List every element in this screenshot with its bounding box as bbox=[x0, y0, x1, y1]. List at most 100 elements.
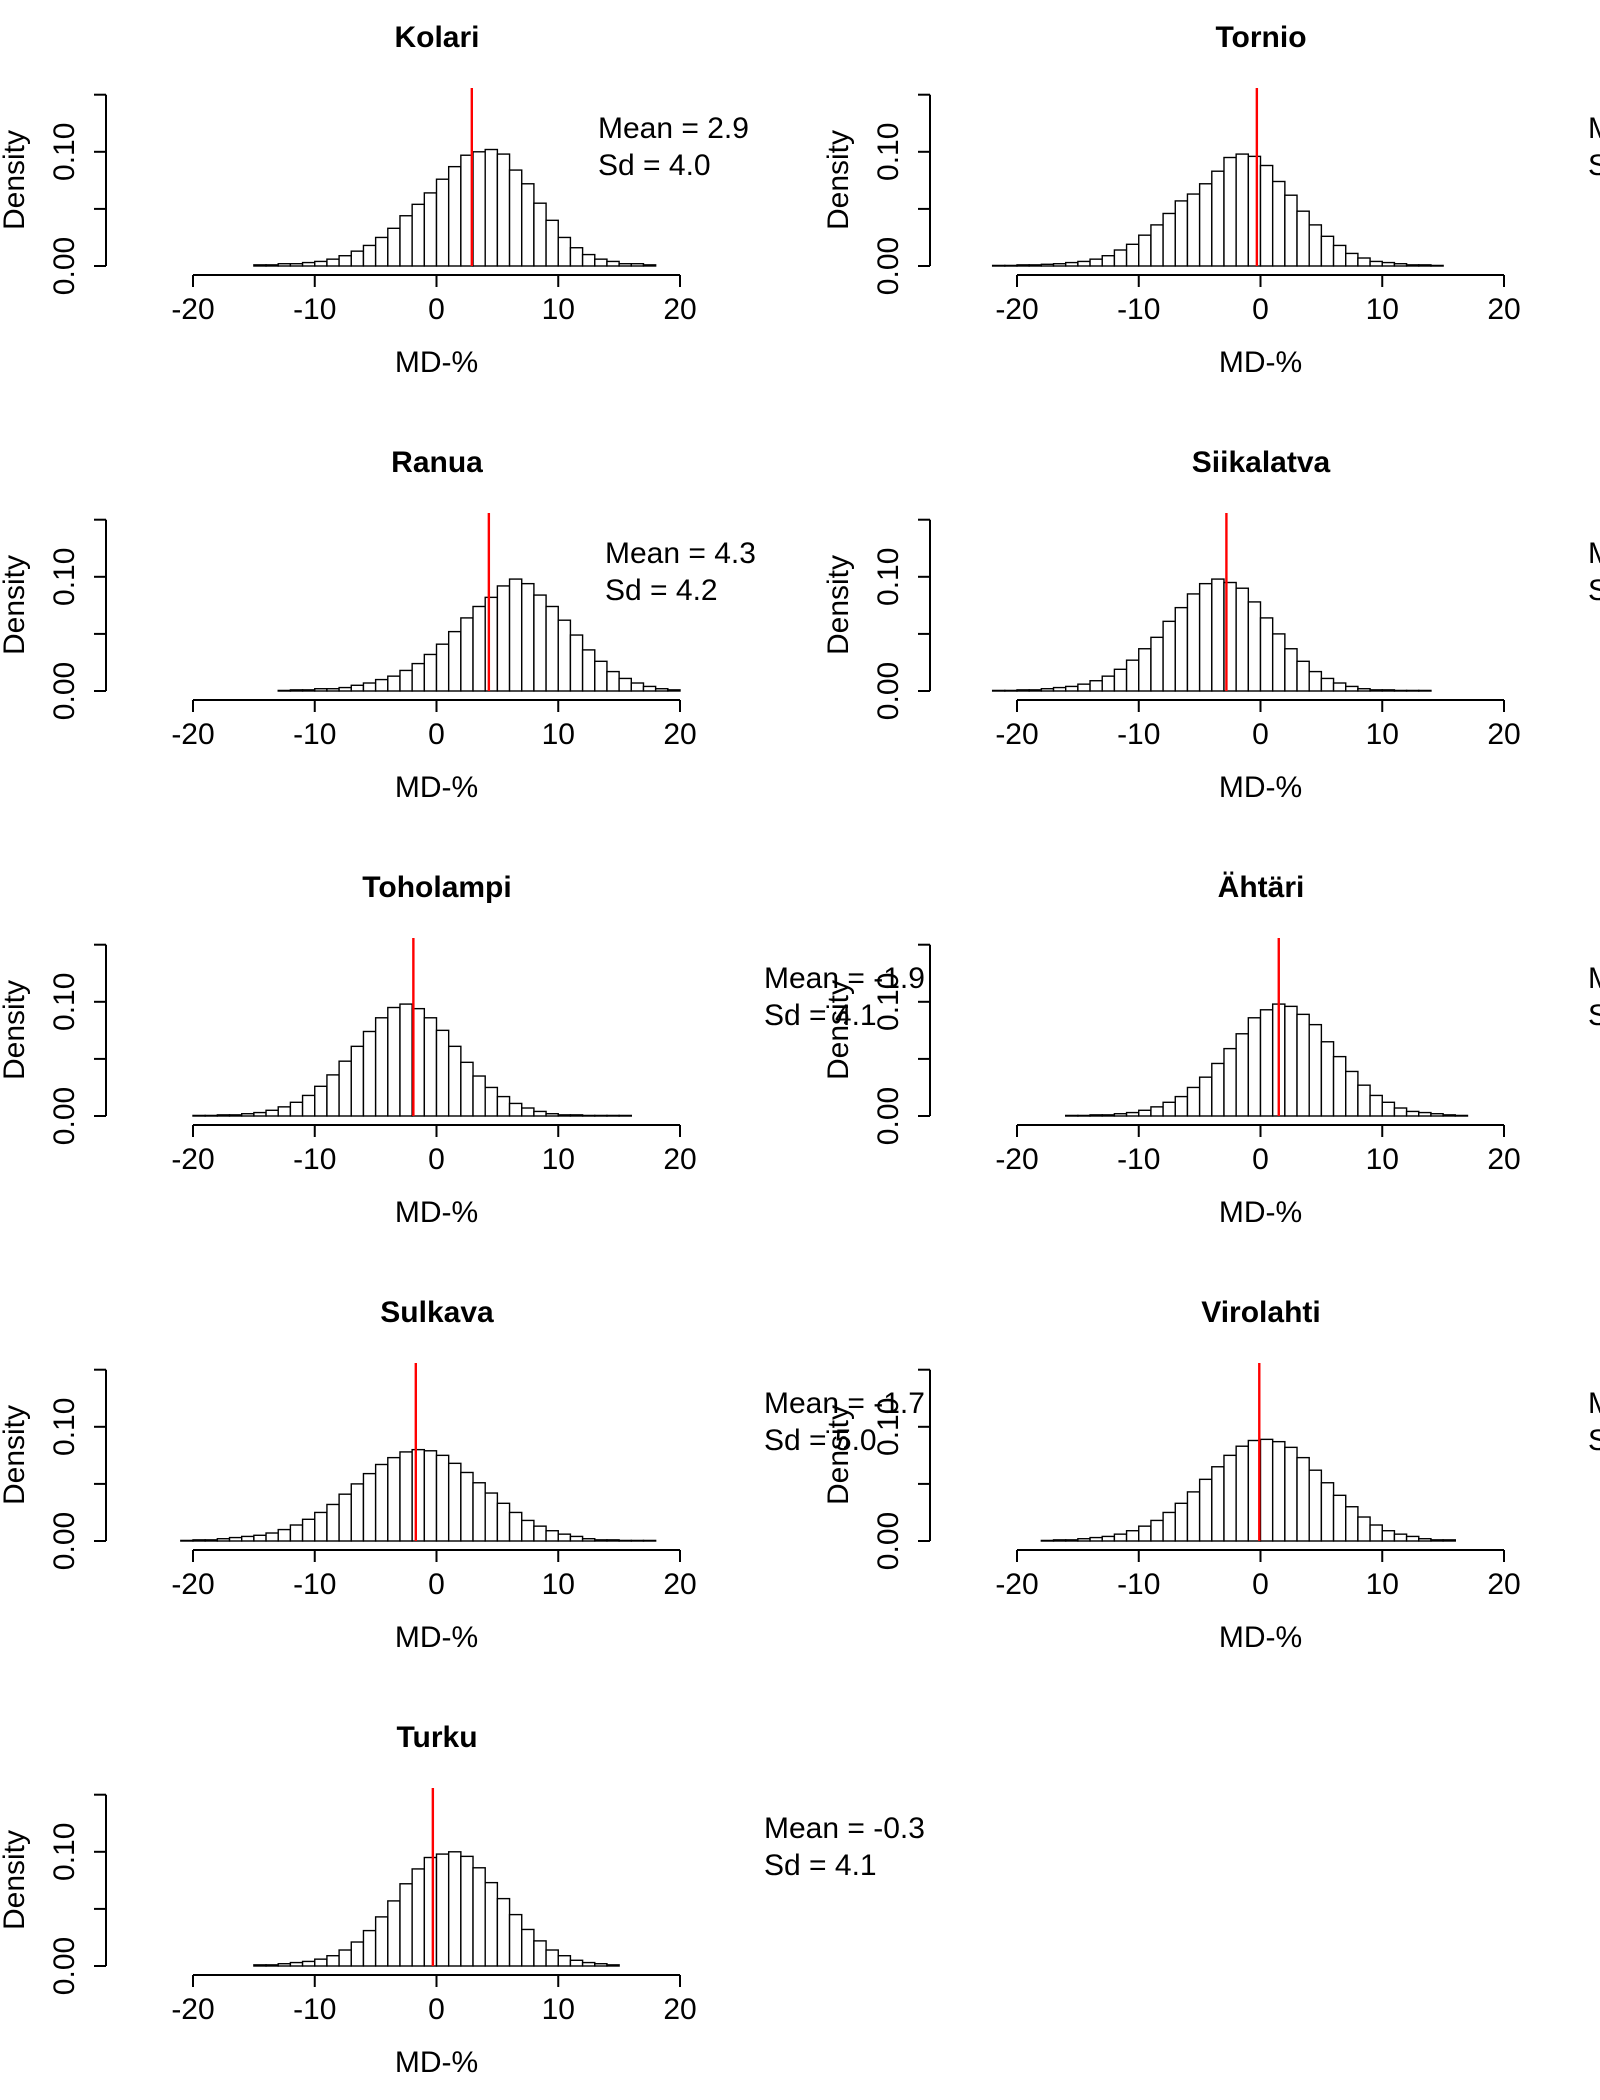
histogram-bar bbox=[1125, 1111, 1140, 1117]
histogram-bar bbox=[557, 619, 572, 692]
x-tick-label: -20 bbox=[995, 718, 1038, 751]
histogram-bar bbox=[1223, 156, 1237, 267]
histogram-bar bbox=[1125, 659, 1140, 692]
histogram-bar bbox=[289, 1101, 304, 1117]
histogram-bar bbox=[1320, 1041, 1335, 1117]
histogram-bar bbox=[1332, 1494, 1347, 1542]
histogram-bar bbox=[1296, 210, 1310, 267]
histogram-bar bbox=[594, 660, 608, 692]
histogram-bar bbox=[642, 264, 657, 267]
x-tick-label: 0 bbox=[428, 293, 445, 326]
histogram-bar bbox=[569, 247, 584, 267]
x-tick-label: 10 bbox=[1366, 1143, 1399, 1176]
histogram-bar bbox=[618, 1539, 633, 1542]
mean-annotation: Mean = 1.5 bbox=[1588, 962, 1600, 995]
histogram-bar bbox=[1259, 1438, 1274, 1542]
histogram-bar bbox=[1235, 1033, 1250, 1117]
x-tick-label: 10 bbox=[1366, 293, 1399, 326]
histogram-bar bbox=[399, 1883, 413, 1967]
histogram-bar bbox=[338, 1060, 352, 1117]
histogram-bar bbox=[581, 649, 596, 692]
histogram-bar bbox=[1284, 648, 1298, 692]
x-tick-label: -10 bbox=[1117, 718, 1160, 751]
histogram-bar bbox=[1211, 578, 1225, 692]
x-axis-label: MD-% bbox=[395, 1621, 478, 1654]
x-tick-label: 20 bbox=[663, 1568, 696, 1601]
x-tick-label: -20 bbox=[171, 1568, 214, 1601]
histogram-bar bbox=[289, 1961, 304, 1967]
histogram-bar bbox=[253, 1111, 267, 1117]
histogram-bar bbox=[1186, 1086, 1201, 1117]
histogram-bar bbox=[1454, 1114, 1469, 1117]
x-axis-label: MD-% bbox=[1219, 346, 1302, 379]
histogram-bar bbox=[411, 203, 426, 267]
histogram-bar bbox=[289, 1524, 304, 1542]
histogram-bar bbox=[1016, 689, 1030, 692]
histogram-bar bbox=[1162, 1101, 1176, 1117]
x-tick-label: -20 bbox=[171, 293, 214, 326]
histogram-bar bbox=[1174, 1502, 1189, 1542]
x-tick-label: 20 bbox=[1487, 718, 1520, 751]
sd-annotation: Sd = 5.0 bbox=[764, 1424, 877, 1457]
histogram-panel: Toholampi-20 -10 0 10 20MD-%0.000.10DensityM… bbox=[0, 871, 925, 1229]
histogram-bar bbox=[1150, 1106, 1164, 1117]
x-tick-label: -10 bbox=[293, 1568, 336, 1601]
y-axis-label: Density bbox=[0, 1405, 31, 1505]
histogram-bar bbox=[533, 202, 547, 267]
histogram-bar bbox=[1357, 1084, 1371, 1117]
y-tick-label: 0.10 bbox=[48, 1823, 81, 1881]
x-tick-label: 10 bbox=[542, 293, 575, 326]
x-tick-label: -20 bbox=[171, 718, 214, 751]
histogram-bar bbox=[533, 1110, 547, 1117]
histogram-bar bbox=[1284, 1446, 1298, 1542]
histogram-bar bbox=[1247, 1017, 1262, 1117]
histogram-bars bbox=[192, 1003, 633, 1117]
histogram-bar bbox=[1150, 636, 1164, 692]
histogram-bar bbox=[399, 1003, 413, 1117]
panel-title: Turku bbox=[396, 1721, 477, 1754]
histogram-bar bbox=[1284, 194, 1298, 267]
histogram-panel: Siikalatva -20 -10 0 10 20 MD-% 0.00 0.10 Density… bbox=[822, 446, 1600, 804]
histogram-bar bbox=[581, 1114, 596, 1117]
histogram-bar bbox=[411, 1448, 426, 1542]
x-axis-label: MD-% bbox=[395, 346, 478, 379]
sd-annotation: Sd = 4.2 bbox=[605, 574, 718, 607]
histogram-bar bbox=[374, 236, 389, 267]
histogram-bar bbox=[630, 1539, 645, 1542]
histogram-bar bbox=[508, 169, 523, 267]
panel-title: Ranua bbox=[391, 446, 483, 479]
histogram-bar bbox=[387, 1006, 401, 1117]
histogram-bar bbox=[1077, 260, 1091, 267]
x-axis-label: MD-% bbox=[395, 1196, 478, 1229]
histogram-bar bbox=[1308, 1469, 1323, 1542]
histogram-bar bbox=[1223, 1454, 1237, 1542]
histogram-bar bbox=[1345, 685, 1359, 692]
histogram-bar bbox=[557, 236, 572, 267]
y-tick-label: 0.10 bbox=[872, 123, 905, 181]
x-tick-label: 20 bbox=[1487, 1143, 1520, 1176]
histogram-bar bbox=[301, 689, 316, 692]
histogram-bar bbox=[374, 1463, 389, 1542]
histogram-bar bbox=[606, 1539, 620, 1542]
histogram-bar bbox=[1101, 255, 1116, 267]
panel-title: Kolari bbox=[394, 21, 479, 54]
histogram-bar bbox=[496, 585, 511, 692]
y-tick-label: 0.00 bbox=[872, 1512, 905, 1570]
histogram-bar bbox=[265, 264, 279, 267]
y-axis-label: Density bbox=[0, 980, 31, 1080]
y-tick-label: 0.00 bbox=[872, 237, 905, 295]
histogram-bar bbox=[581, 1538, 596, 1542]
histogram-bar bbox=[508, 1102, 523, 1117]
histogram-bar bbox=[204, 1114, 219, 1117]
histogram-bar bbox=[1308, 224, 1323, 267]
y-tick-label: 0.00 bbox=[872, 1087, 905, 1145]
histogram-bar bbox=[594, 1539, 608, 1542]
y-axis-label: Density bbox=[822, 1405, 855, 1505]
x-tick-label: -20 bbox=[995, 1143, 1038, 1176]
y-axis-label: Density bbox=[0, 130, 31, 230]
histogram-bar bbox=[1064, 1539, 1079, 1542]
histogram-bar bbox=[387, 1456, 401, 1542]
y-tick-label: 0.00 bbox=[48, 1512, 81, 1570]
histogram-bar bbox=[447, 1851, 462, 1967]
histogram-bar bbox=[472, 1075, 486, 1117]
